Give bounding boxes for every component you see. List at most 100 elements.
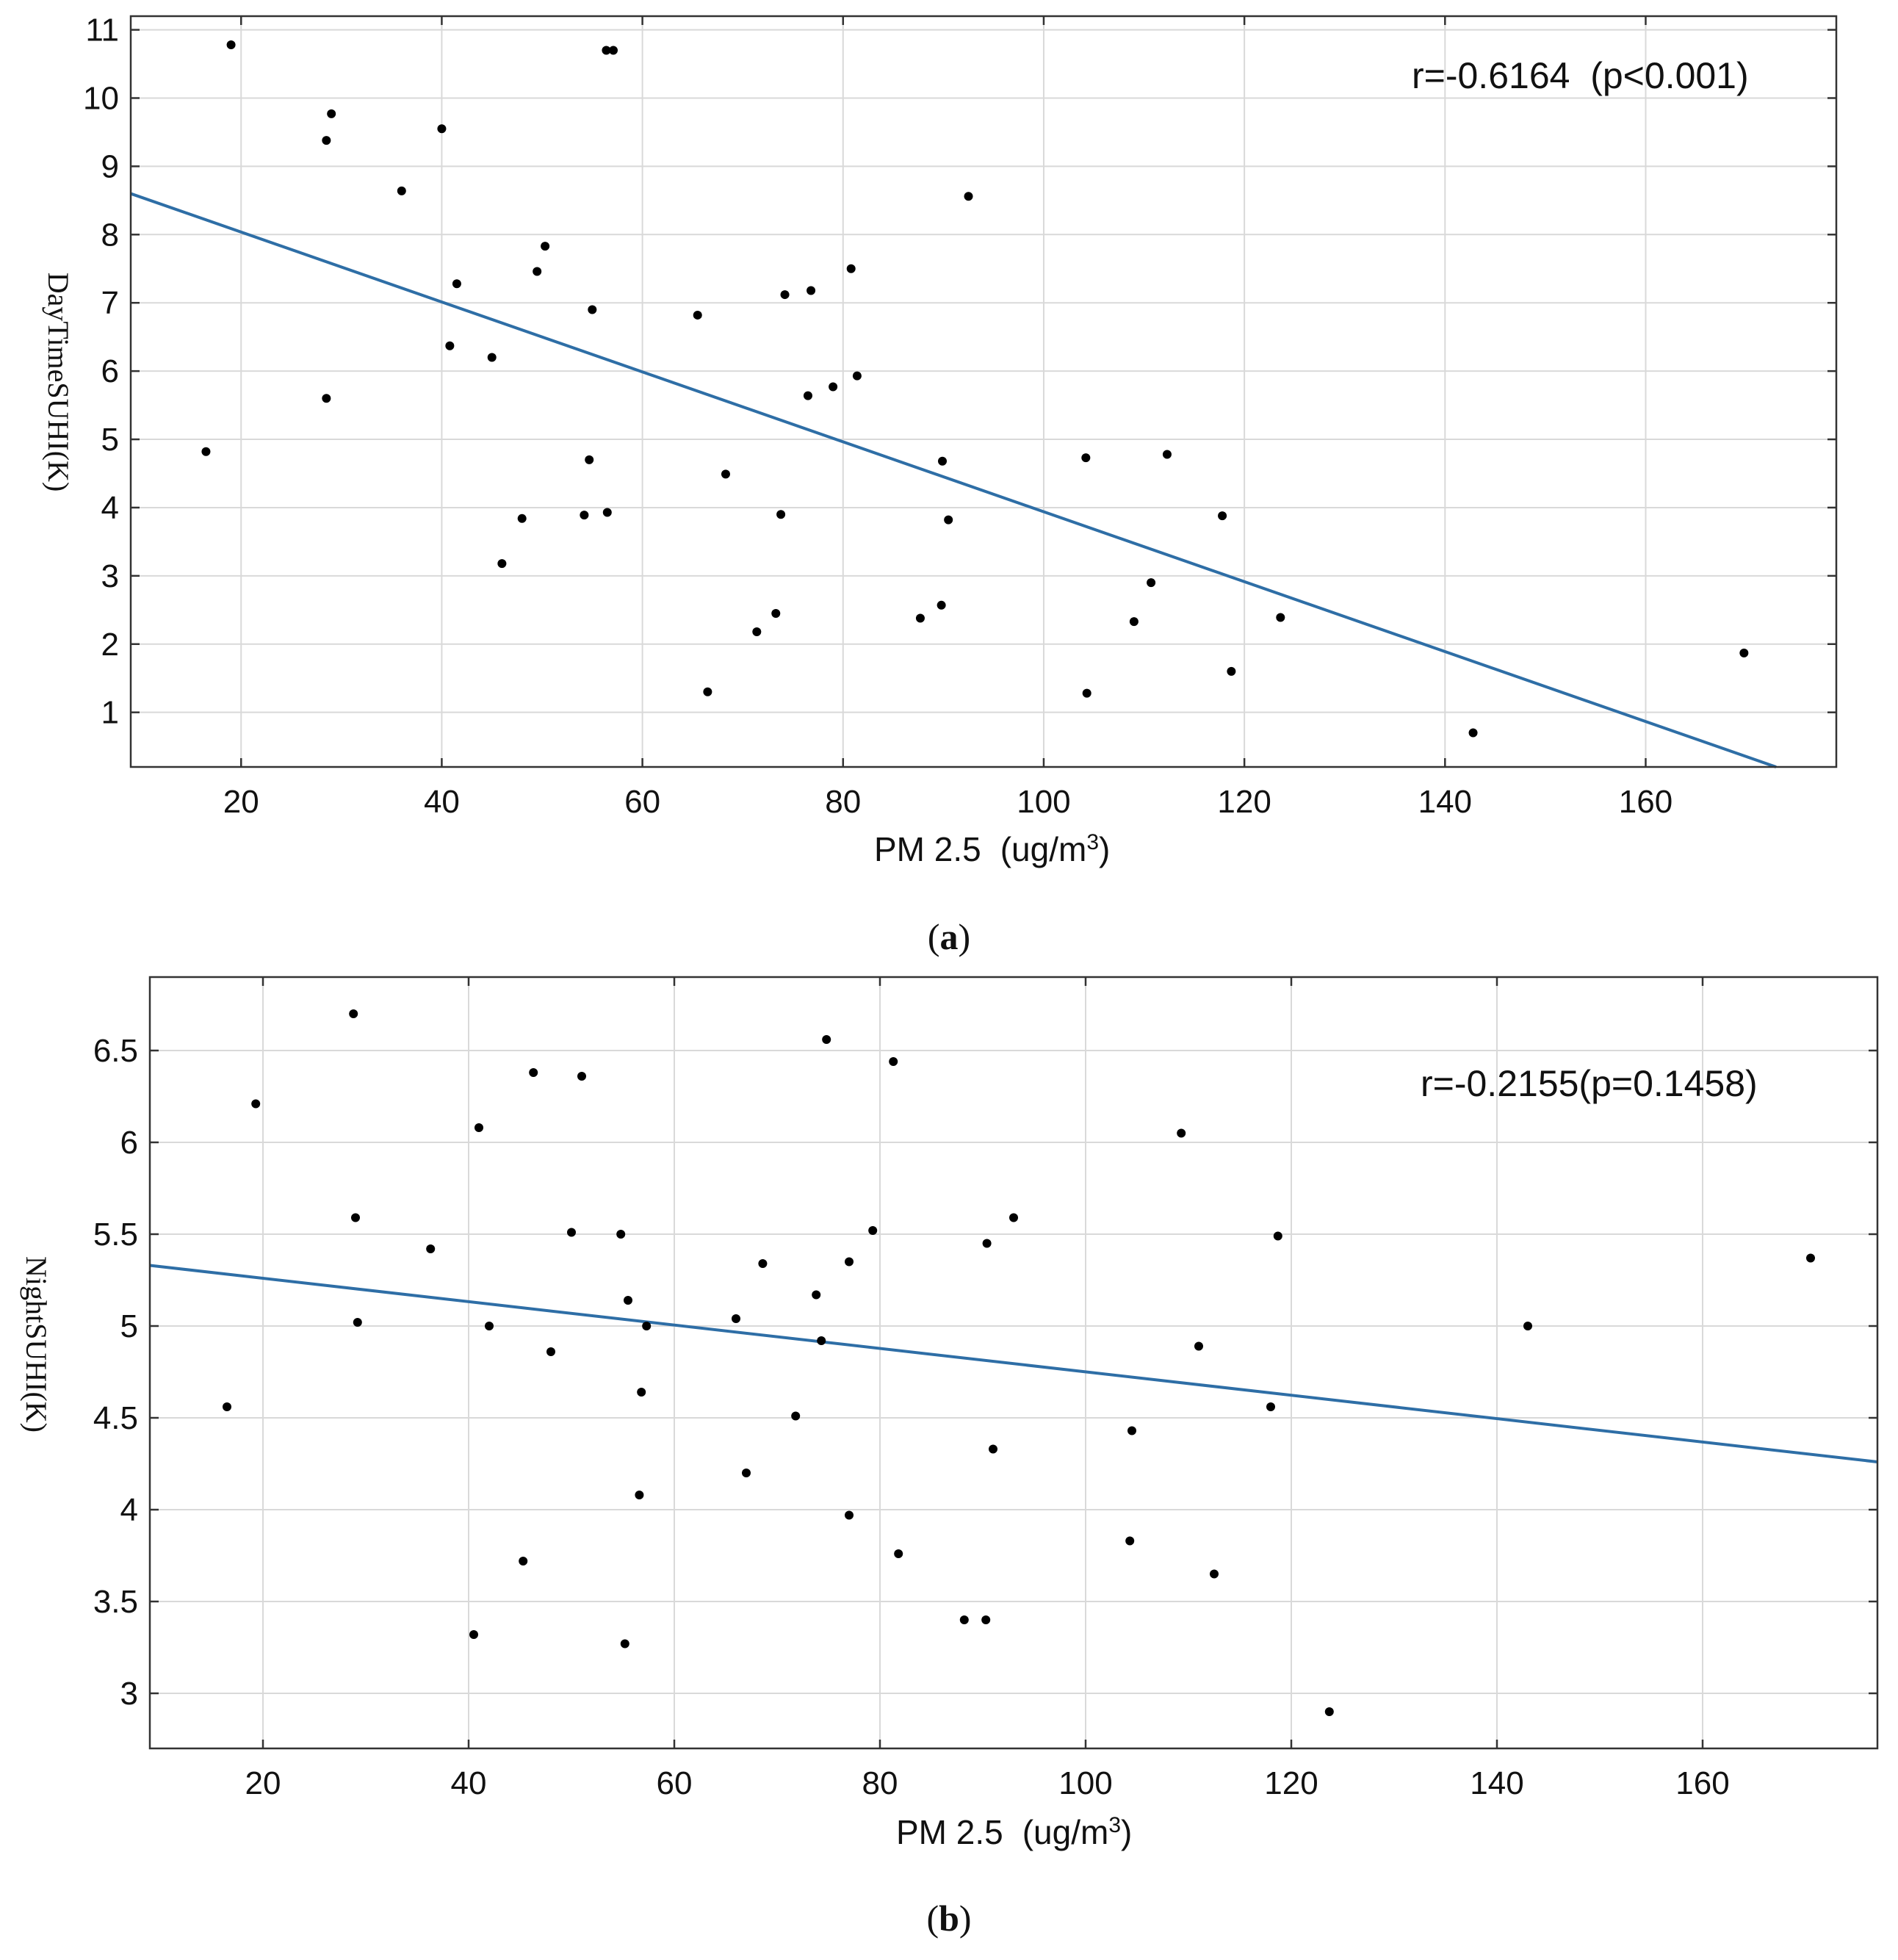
a-x-tick-label: 160: [1619, 784, 1673, 820]
b-data-point: [758, 1259, 768, 1268]
b-data-point: [577, 1072, 586, 1081]
panel-a-points: [201, 40, 1749, 738]
b-data-point: [817, 1336, 826, 1345]
a-y-tick-label: 6: [101, 353, 119, 389]
b-data-point: [981, 1615, 991, 1624]
a-data-point: [1162, 450, 1172, 459]
a-data-point: [487, 353, 497, 362]
b-data-point: [469, 1630, 478, 1639]
panel-b-y-axis-title: NightSUHI(K): [20, 1256, 53, 1433]
a-data-point: [585, 455, 594, 464]
panel-b-chart: 20 40 60 80 100 120 140 160 3 3.5 4 4.5 5 5.5 6 6.5 r=…: [20, 976, 1879, 1939]
b-data-point: [349, 1009, 358, 1018]
panel-b-y-tick-labels: 3 3.5 4 4.5 5 5.5 6 6.5: [93, 1033, 138, 1712]
a-data-point: [1147, 578, 1156, 588]
panel-b-correlation-annotation: r=-0.2155(p=0.1458): [1421, 1063, 1758, 1104]
a-data-point: [1227, 666, 1236, 676]
b-data-point: [732, 1314, 740, 1323]
b-x-tick-label: 80: [862, 1765, 898, 1801]
b-x-tick-label: 140: [1470, 1765, 1523, 1801]
b-data-point: [742, 1469, 751, 1477]
a-data-point: [771, 608, 781, 618]
a-data-point: [1081, 453, 1091, 463]
a-data-point: [937, 456, 947, 466]
b-y-tick-label: 3.5: [93, 1584, 138, 1620]
b-x-tick-label: 60: [657, 1765, 693, 1801]
b-x-tick-label: 120: [1264, 1765, 1318, 1801]
a-data-point: [437, 124, 447, 134]
b-x-tick-label: 160: [1675, 1765, 1729, 1801]
b-data-point: [635, 1491, 644, 1499]
a-data-point: [1276, 613, 1285, 622]
panel-a-y-tick-labels: 1 2 3 4 5 6 7 8 9 10 11: [83, 12, 119, 731]
a-data-point: [944, 515, 953, 525]
panel-b-caption: (b): [926, 1898, 971, 1939]
a-x-tick-label: 140: [1418, 784, 1472, 820]
a-data-point: [322, 394, 331, 403]
a-data-point: [1082, 688, 1091, 698]
b-data-point: [1210, 1569, 1219, 1579]
panel-b-x-axis-title: PM 2.5 (ug/m3): [896, 1813, 1132, 1852]
a-data-point: [497, 559, 507, 569]
panel-a-x-tick-labels: 20 40 60 80 100 120 140 160: [223, 784, 1673, 820]
a-data-point: [846, 264, 856, 273]
b-data-point: [1523, 1322, 1532, 1330]
a-data-point: [322, 136, 331, 145]
b-y-tick-label: 6: [120, 1125, 138, 1161]
a-data-point: [1129, 617, 1139, 627]
panel-b-points: [223, 1009, 1815, 1716]
a-data-point: [397, 186, 406, 195]
panel-a-regression-line: [130, 192, 1777, 768]
panel-a-caption: (a): [928, 916, 970, 957]
a-data-point: [693, 310, 702, 320]
a-data-point: [780, 290, 790, 300]
a-data-point: [703, 687, 712, 696]
a-data-point: [964, 192, 973, 201]
b-data-point: [812, 1290, 821, 1300]
b-data-point: [845, 1510, 854, 1520]
b-data-point: [1009, 1213, 1018, 1222]
b-data-point: [624, 1296, 632, 1305]
a-x-tick-label: 20: [223, 784, 259, 820]
panel-a-correlation-annotation: r=-0.6164 (p<0.001): [1412, 55, 1749, 96]
a-y-tick-label: 8: [101, 217, 119, 253]
a-data-point: [807, 286, 816, 295]
a-data-point: [452, 279, 461, 289]
a-data-point: [517, 514, 527, 523]
a-data-point: [937, 600, 946, 610]
b-data-point: [791, 1411, 801, 1421]
b-y-tick-label: 4.5: [93, 1400, 138, 1436]
a-x-tick-label: 80: [825, 784, 861, 820]
a-data-point: [1218, 511, 1227, 521]
a-x-tick-label: 60: [624, 784, 660, 820]
b-data-point: [822, 1035, 831, 1044]
b-data-point: [868, 1226, 878, 1235]
b-data-point: [567, 1228, 576, 1237]
a-y-tick-label: 9: [101, 148, 119, 184]
a-data-point: [776, 510, 786, 519]
b-data-point: [1324, 1707, 1334, 1716]
a-data-point: [327, 109, 336, 118]
panel-a-caption-letter: a: [940, 916, 959, 957]
panel-b-tickmarks: [150, 977, 1877, 1748]
b-y-tick-label: 4: [120, 1492, 138, 1528]
a-data-point: [602, 508, 612, 517]
b-data-point: [1273, 1231, 1282, 1241]
b-y-tick-label: 6.5: [93, 1033, 138, 1069]
b-data-point: [637, 1388, 646, 1397]
a-y-tick-label: 10: [83, 80, 119, 116]
a-data-point: [533, 267, 542, 276]
panel-b-regression-line: [149, 1264, 1878, 1463]
a-y-tick-label: 2: [101, 627, 119, 663]
b-data-point: [989, 1444, 997, 1454]
b-data-point: [982, 1239, 992, 1248]
a-data-point: [915, 613, 925, 623]
b-data-point: [474, 1123, 483, 1132]
b-y-tick-label: 5: [120, 1308, 138, 1344]
b-data-point: [1127, 1426, 1136, 1435]
b-data-point: [620, 1639, 629, 1649]
a-data-point: [1739, 648, 1749, 657]
panel-a-y-axis-title: DayTimeSUHI(K): [42, 273, 75, 492]
b-data-point: [642, 1322, 652, 1330]
